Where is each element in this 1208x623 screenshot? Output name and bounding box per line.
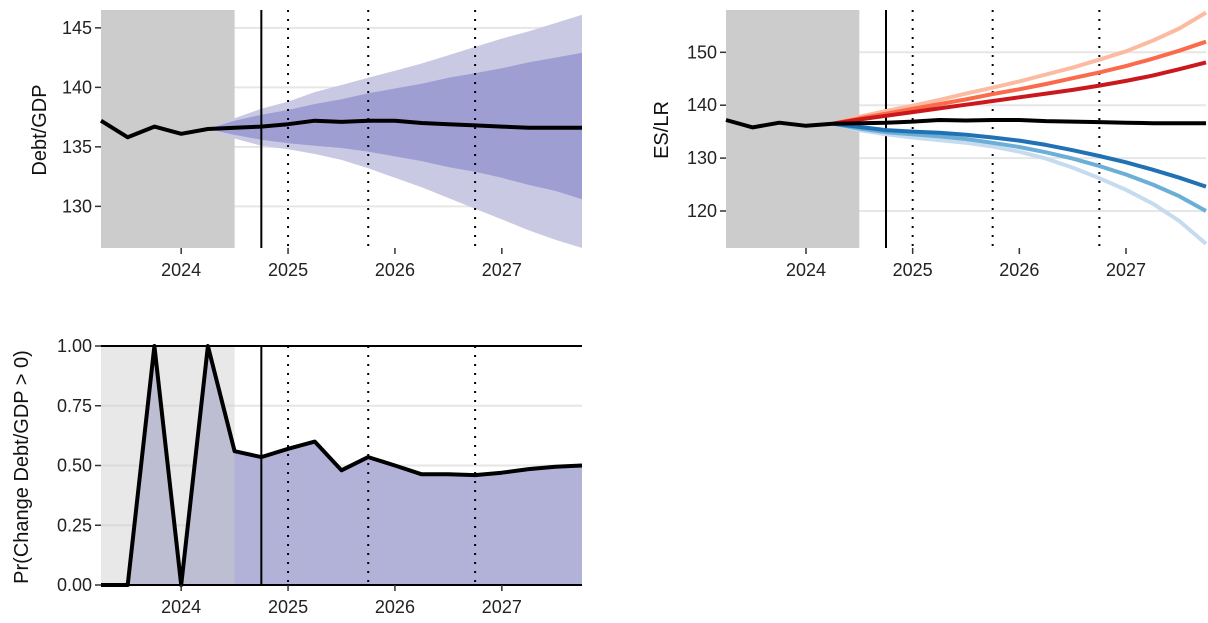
y-tick-label: 120 — [687, 201, 717, 221]
series-line — [832, 121, 1208, 246]
series-line — [832, 10, 1208, 126]
y-tick-label: 145 — [62, 18, 92, 38]
y-tick-label: 0.75 — [57, 396, 92, 416]
history-shade — [726, 10, 860, 248]
series-line — [832, 60, 1207, 126]
x-tick-label: 2024 — [786, 260, 826, 280]
ylabel-prob: Pr(Change Debt/GDP > 0) — [11, 350, 33, 584]
panel-prob: Pr(Change Debt/GDP > 0) 0.00 0.25 0.50 0.75… — [11, 336, 583, 617]
x-tick-label: 2027 — [482, 597, 522, 617]
x-tick-label: 2024 — [161, 260, 201, 280]
series-line — [725, 118, 1206, 130]
y-tick-label: 150 — [687, 42, 717, 62]
y-axis-title: Debt/GDP — [29, 84, 51, 175]
y-tick-label: 140 — [62, 77, 92, 97]
y-tick-label: 130 — [62, 196, 92, 216]
y-tick-label: 135 — [62, 137, 92, 157]
ylabel-debt: Debt/GDP — [29, 84, 51, 175]
y-axis-title: ES/LR — [651, 101, 673, 159]
x-tick-label: 2027 — [1106, 260, 1146, 280]
x-tick-label: 2026 — [999, 260, 1039, 280]
panel-es-lr: ES/LR 120 130 140 150 2024 2025 2026 2027 — [651, 10, 1208, 280]
ylabel-es: ES/LR — [651, 101, 673, 159]
x-tick-label: 2026 — [375, 597, 415, 617]
x-tick-label: 2025 — [268, 597, 308, 617]
series-line — [832, 39, 1207, 126]
x-tick-label: 2024 — [161, 597, 201, 617]
x-tick-label: 2026 — [375, 260, 415, 280]
panel-debt-gdp: Debt/GDP 130 135 140 145 2024 2025 2026 2027 — [29, 10, 582, 280]
series-line — [832, 121, 1207, 189]
median-line — [99, 118, 582, 140]
series-line — [832, 121, 1207, 213]
y-axis-title: Pr(Change Debt/GDP > 0) — [11, 350, 33, 584]
y-tick-label: 1.00 — [57, 336, 92, 356]
x-tick-label: 2025 — [893, 260, 933, 280]
y-tick-label: 0.25 — [57, 515, 92, 535]
band-inner — [207, 52, 582, 200]
y-tick-label: 140 — [687, 95, 717, 115]
y-tick-label: 0.50 — [57, 456, 92, 476]
x-tick-label: 2027 — [482, 260, 522, 280]
y-tick-label: 130 — [687, 148, 717, 168]
y-tick-label: 0.00 — [57, 575, 92, 595]
x-tick-label: 2025 — [268, 260, 308, 280]
